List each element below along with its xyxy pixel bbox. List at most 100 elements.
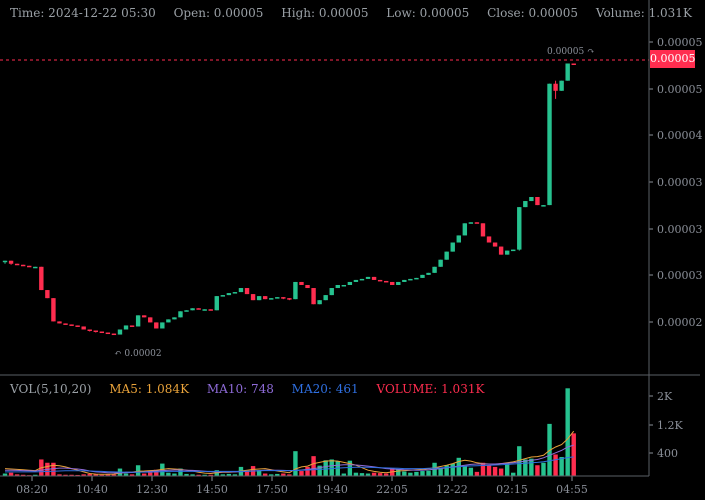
price-markers: 0.00005 ↷ ↶ 0.00002 [0, 47, 649, 359]
volume-bar [408, 472, 413, 476]
candle-body [293, 281, 298, 300]
candle-body [93, 330, 98, 333]
candle-body [329, 288, 334, 296]
candle-body [347, 281, 353, 285]
candle-body [323, 295, 328, 301]
candle-body [208, 309, 213, 311]
volume-bar [371, 472, 377, 476]
volume-bar [511, 472, 516, 476]
candle-body [14, 263, 20, 266]
ohlc-legend: Time: 2024-12-22 05:30 Open: 0.00005 Hig… [10, 6, 705, 20]
volume-bar [359, 473, 365, 476]
volume-bar [480, 462, 486, 476]
price-tick-label: 0.00003 [657, 176, 703, 189]
candle-body [535, 197, 540, 206]
candle-body [462, 223, 468, 236]
volume-bar [523, 459, 528, 476]
candle-body [371, 276, 377, 280]
volume-bar [535, 465, 540, 476]
candle-body [359, 278, 365, 281]
candle-body [57, 321, 62, 324]
candle-body [517, 207, 522, 250]
candle-body [250, 294, 256, 301]
candle-body [238, 288, 244, 293]
candle-body [396, 281, 401, 285]
volume-bar [275, 473, 280, 476]
candle-body [154, 322, 159, 329]
ma5-label: MA5: 1.084K [109, 382, 190, 396]
close-label: Close: 0.00005 [487, 6, 579, 20]
price-tick-label: 0.00003 [657, 223, 703, 236]
volume-indicator-title: VOL(5,10,20) [10, 382, 92, 396]
candle-body [190, 308, 195, 311]
candle-body [414, 277, 419, 280]
low-label: Low: 0.00005 [386, 6, 470, 20]
candle-body [541, 205, 546, 207]
candle-body [8, 260, 14, 264]
volume-bar [529, 458, 534, 476]
volume-bar [438, 467, 443, 476]
price-tick-label: 0.00005 [657, 83, 703, 96]
candle-body [281, 297, 286, 299]
ma20-label: MA20: 461 [291, 382, 359, 396]
candle-body [69, 324, 74, 326]
candle-body [335, 284, 340, 289]
candle-body [148, 317, 153, 323]
volume-bar [111, 474, 117, 476]
candle-body [123, 325, 129, 330]
volume-bar [341, 473, 347, 476]
candle-body [196, 308, 201, 310]
candle-body [275, 297, 280, 299]
candle-body [214, 296, 219, 311]
candle-body [365, 276, 371, 279]
time-axis: 08:20 10:40 12:30 14:50 17:50 19:40 22:05 12-22… [16, 476, 588, 496]
candle-body [420, 274, 425, 278]
candle-body [232, 292, 238, 294]
volume-bar [123, 473, 129, 476]
volume-bar [202, 474, 207, 476]
volume-bar [63, 474, 68, 476]
candle-body [468, 222, 474, 224]
candle-body [172, 317, 177, 320]
volume-bar [287, 474, 292, 476]
volume-tick-label: 1.2K [657, 419, 683, 432]
candle-body [402, 279, 407, 282]
volume-bar [305, 466, 310, 476]
candle-body [160, 322, 165, 329]
volume-bar [129, 474, 135, 476]
candle-body [141, 315, 147, 318]
volume-bar [420, 471, 425, 476]
price-tick-label: 0.00005 [657, 36, 703, 49]
volume-bar [135, 465, 141, 476]
time-tick-label: 10:40 [76, 483, 108, 496]
volume-tick-label: 400 [657, 447, 678, 460]
volume-bar [311, 456, 316, 476]
time-tick-label: 02:15 [496, 483, 528, 496]
volume-tick-label: 2K [657, 390, 673, 403]
candle-body [27, 265, 32, 268]
candle-body [63, 323, 68, 325]
volume-bar [414, 471, 419, 476]
volume-bar [154, 469, 159, 476]
time-tick-label: 12-22 [436, 483, 468, 496]
volume-bar [462, 466, 468, 476]
candle-body [529, 197, 534, 202]
volume-axis: 2K 1.2K 400 [649, 390, 683, 460]
volume-bar [396, 469, 401, 476]
volume-bar [565, 388, 570, 476]
candle-body [81, 326, 86, 330]
volume-bar [190, 474, 195, 476]
time-tick-label: 08:20 [16, 483, 48, 496]
volume-bar [383, 473, 389, 476]
time-tick-label: 14:50 [196, 483, 228, 496]
volume-bar [178, 468, 183, 476]
candle-body [390, 281, 395, 285]
candle-body [87, 329, 92, 331]
volume-bar [196, 474, 201, 476]
volume-bar [148, 471, 153, 476]
volume-bar [20, 474, 26, 476]
candle-body [444, 251, 449, 260]
candle-body [226, 293, 232, 296]
candle-body [438, 259, 443, 267]
